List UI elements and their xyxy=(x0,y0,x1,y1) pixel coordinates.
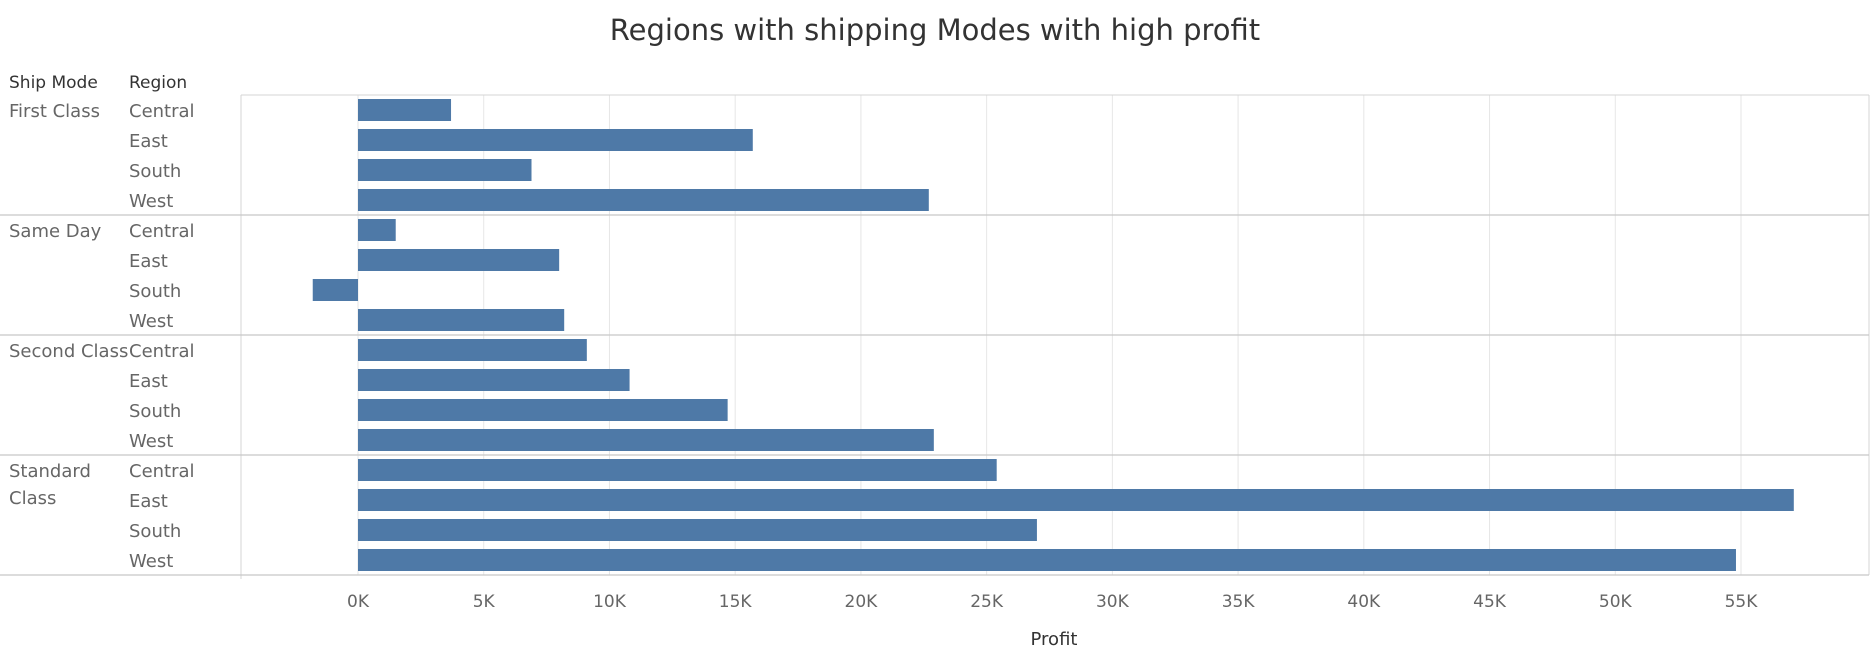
region-label: Central xyxy=(129,341,195,362)
region-label: West xyxy=(129,191,173,212)
bar xyxy=(358,189,929,211)
bar xyxy=(358,159,532,181)
region-label: Central xyxy=(129,461,195,482)
x-tick-label: 30K xyxy=(1096,592,1130,612)
bar xyxy=(358,249,560,271)
ship-mode-label: Standard Class xyxy=(9,461,91,509)
region-label: East xyxy=(129,491,168,512)
region-label: East xyxy=(129,251,168,272)
bars xyxy=(312,99,1794,571)
bar xyxy=(312,279,358,301)
x-tick-label: 0K xyxy=(347,592,370,612)
bar xyxy=(358,519,1037,541)
ship-mode-label: First Class xyxy=(9,101,100,122)
bar xyxy=(358,549,1736,571)
x-tick-label: 10K xyxy=(593,592,627,612)
chart-title: Regions with shipping Modes with high pr… xyxy=(610,13,1260,47)
bar xyxy=(358,99,452,121)
bar xyxy=(358,399,728,421)
x-tick-label: 25K xyxy=(970,592,1004,612)
region-label: West xyxy=(129,551,173,572)
region-column-header: Region xyxy=(129,73,187,93)
x-tick-label: 5K xyxy=(473,592,496,612)
bar xyxy=(358,429,934,451)
region-label: East xyxy=(129,371,168,392)
region-label: Central xyxy=(129,101,195,122)
bar xyxy=(358,219,396,241)
row-labels: First Class Central East South West Same Day C… xyxy=(9,101,195,572)
region-label: South xyxy=(129,401,181,422)
ship-mode-label: Same Day xyxy=(9,221,102,242)
x-tick-label: 50K xyxy=(1599,592,1633,612)
x-tick-label: 55K xyxy=(1725,592,1759,612)
x-tick-label: 35K xyxy=(1222,592,1256,612)
bar xyxy=(358,309,565,331)
x-tick-label: 15K xyxy=(719,592,753,612)
region-label: West xyxy=(129,311,173,332)
region-label: South xyxy=(129,521,181,542)
ship-mode-column-header: Ship Mode xyxy=(9,73,98,93)
bar xyxy=(358,339,587,361)
ship-mode-label: Second Class xyxy=(9,341,128,362)
bar xyxy=(358,129,753,151)
x-tick-label: 20K xyxy=(845,592,879,612)
bar xyxy=(358,489,1794,511)
bar xyxy=(358,459,997,481)
x-axis-ticks: 0K 5K 10K 15K 20K 25K 30K 35K 40K 45K 50K 55K xyxy=(347,592,1758,612)
x-tick-label: 45K xyxy=(1473,592,1507,612)
x-tick-label: 40K xyxy=(1347,592,1381,612)
x-axis-title: Profit xyxy=(1031,629,1078,650)
bar xyxy=(358,369,630,391)
region-label: South xyxy=(129,281,181,302)
pane-borders xyxy=(0,94,1870,579)
region-label: Central xyxy=(129,221,195,242)
region-label: South xyxy=(129,161,181,182)
region-label: East xyxy=(129,131,168,152)
region-label: West xyxy=(129,431,173,452)
